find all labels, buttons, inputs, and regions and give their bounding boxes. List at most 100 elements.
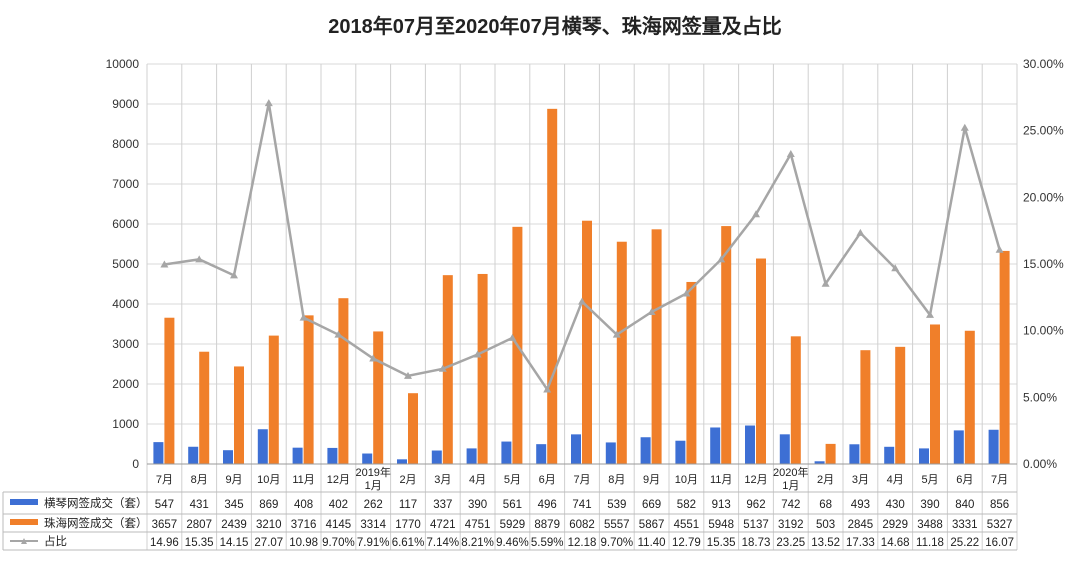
category-label: 3月 (434, 474, 451, 486)
legend-swatch-hengqin (10, 499, 38, 505)
right-tick-label: 5.00% (1023, 390, 1057, 404)
chart-title: 2018年07月至2020年07月横琴、珠海网签量及占比 (328, 14, 781, 38)
legend-label-hengqin: 横琴网签成交（套） (44, 496, 148, 510)
category-label: 5月 (921, 474, 938, 486)
table-cell-ratio: 12.79 (672, 537, 701, 549)
category-label-year: 2020年 (773, 465, 808, 479)
category-label: 3月 (852, 474, 869, 486)
table-cell-ratio: 14.96 (150, 537, 179, 549)
table-cell-hengqin: 840 (955, 499, 974, 511)
table-cell-hengqin: 547 (155, 499, 174, 511)
table-cell-zhuhai: 2929 (882, 519, 908, 531)
left-tick-label: 6000 (112, 217, 139, 231)
table-cell-zhuhai: 5948 (708, 519, 734, 531)
right-tick-label: 20.00% (1023, 190, 1064, 204)
bar-hengqin (605, 442, 616, 464)
category-label: 9月 (225, 474, 242, 486)
bar-hengqin (849, 444, 860, 464)
bar-hengqin (884, 446, 895, 464)
table-cell-zhuhai: 503 (816, 519, 835, 531)
table-cell-ratio: 9.46% (496, 537, 529, 549)
table-cell-hengqin: 117 (399, 499, 417, 511)
table-cell-hengqin: 539 (607, 499, 626, 511)
bar-hengqin (466, 448, 477, 464)
table-cell-ratio: 7.91% (357, 537, 390, 549)
bar-zhuhai (234, 366, 244, 464)
bar-zhuhai (477, 273, 488, 464)
table-cell-zhuhai: 5867 (639, 519, 665, 531)
table-cell-zhuhai: 1770 (395, 519, 421, 531)
table-cell-ratio: 13.52 (811, 537, 840, 549)
ratio-point (717, 255, 726, 263)
table-cell-zhuhai: 6082 (569, 519, 595, 531)
table-cell-zhuhai: 3314 (360, 519, 386, 531)
left-tick-label: 2000 (112, 377, 139, 391)
table-cell-hengqin: 390 (468, 499, 487, 511)
ratio-point (508, 333, 517, 341)
table-cell-ratio: 17.33 (846, 537, 875, 549)
table-cell-zhuhai: 4721 (430, 519, 456, 531)
table-cell-zhuhai: 4751 (465, 519, 491, 531)
bar-hengqin (536, 444, 547, 464)
category-label: 7月 (991, 474, 1008, 486)
bar-zhuhai (547, 108, 558, 464)
ratio-point (752, 210, 760, 218)
table-cell-hengqin: 496 (538, 499, 557, 511)
left-tick-label: 5000 (112, 257, 139, 271)
category-label: 11月 (292, 474, 314, 486)
category-label: 12月 (327, 474, 350, 486)
table-cell-hengqin: 390 (920, 499, 939, 511)
category-label: 11月 (710, 474, 732, 486)
bar-zhuhai (616, 241, 627, 464)
table-cell-hengqin: 430 (886, 499, 905, 511)
bar-hengqin (710, 427, 721, 464)
table-cell-hengqin: 493 (851, 499, 870, 511)
ratio-point (195, 255, 204, 263)
bar-hengqin (675, 440, 686, 464)
left-tick-label: 7000 (112, 177, 139, 191)
bar-hengqin (953, 430, 964, 464)
table-cell-ratio: 11.18 (916, 537, 944, 549)
left-tick-label: 8000 (112, 137, 139, 151)
table-cell-zhuhai: 5137 (743, 519, 769, 531)
table-cell-hengqin: 962 (746, 499, 765, 511)
bar-zhuhai (999, 250, 1010, 464)
category-label: 7月 (573, 474, 590, 486)
bar-hengqin (362, 453, 373, 464)
bar-hengqin (988, 429, 999, 464)
bar-zhuhai (164, 317, 175, 464)
table-cell-ratio: 14.15 (220, 537, 249, 549)
ratio-point (230, 271, 238, 279)
table-cell-hengqin: 856 (990, 499, 1009, 511)
category-label: 8月 (191, 474, 208, 486)
bar-zhuhai (686, 281, 697, 464)
category-label: 6月 (539, 474, 556, 486)
right-tick-label: 10.00% (1023, 324, 1064, 338)
bar-zhuhai (860, 350, 871, 464)
table-cell-hengqin: 68 (819, 499, 832, 511)
left-tick-label: 9000 (112, 97, 139, 111)
right-tick-label: 15.00% (1023, 257, 1064, 271)
bar-hengqin (153, 442, 164, 464)
bar-zhuhai (582, 220, 592, 464)
table-cell-zhuhai: 3716 (291, 519, 317, 531)
ratio-point (647, 308, 656, 315)
bar-zhuhai (303, 315, 314, 464)
bar-hengqin (257, 429, 268, 464)
table-cell-hengqin: 337 (433, 499, 452, 511)
bar-zhuhai (895, 346, 906, 464)
bar-hengqin (814, 461, 825, 464)
table-cell-hengqin: 742 (781, 499, 800, 511)
table-cell-zhuhai: 3210 (256, 519, 282, 531)
table-cell-hengqin: 408 (294, 499, 313, 511)
table-cell-ratio: 18.73 (742, 537, 771, 549)
data-table: 547 3657 14.96 431 2807 15.35 345 2439 14.15 869 3… (10, 496, 1014, 549)
category-label: 8月 (608, 474, 625, 486)
table-cell-ratio: 9.70% (600, 537, 633, 549)
table-cell-hengqin: 262 (364, 499, 383, 511)
bar-zhuhai (408, 393, 418, 464)
left-tick-label: 0 (132, 457, 139, 471)
bar-zhuhai (651, 229, 662, 464)
table-cell-zhuhai: 5327 (987, 519, 1013, 531)
